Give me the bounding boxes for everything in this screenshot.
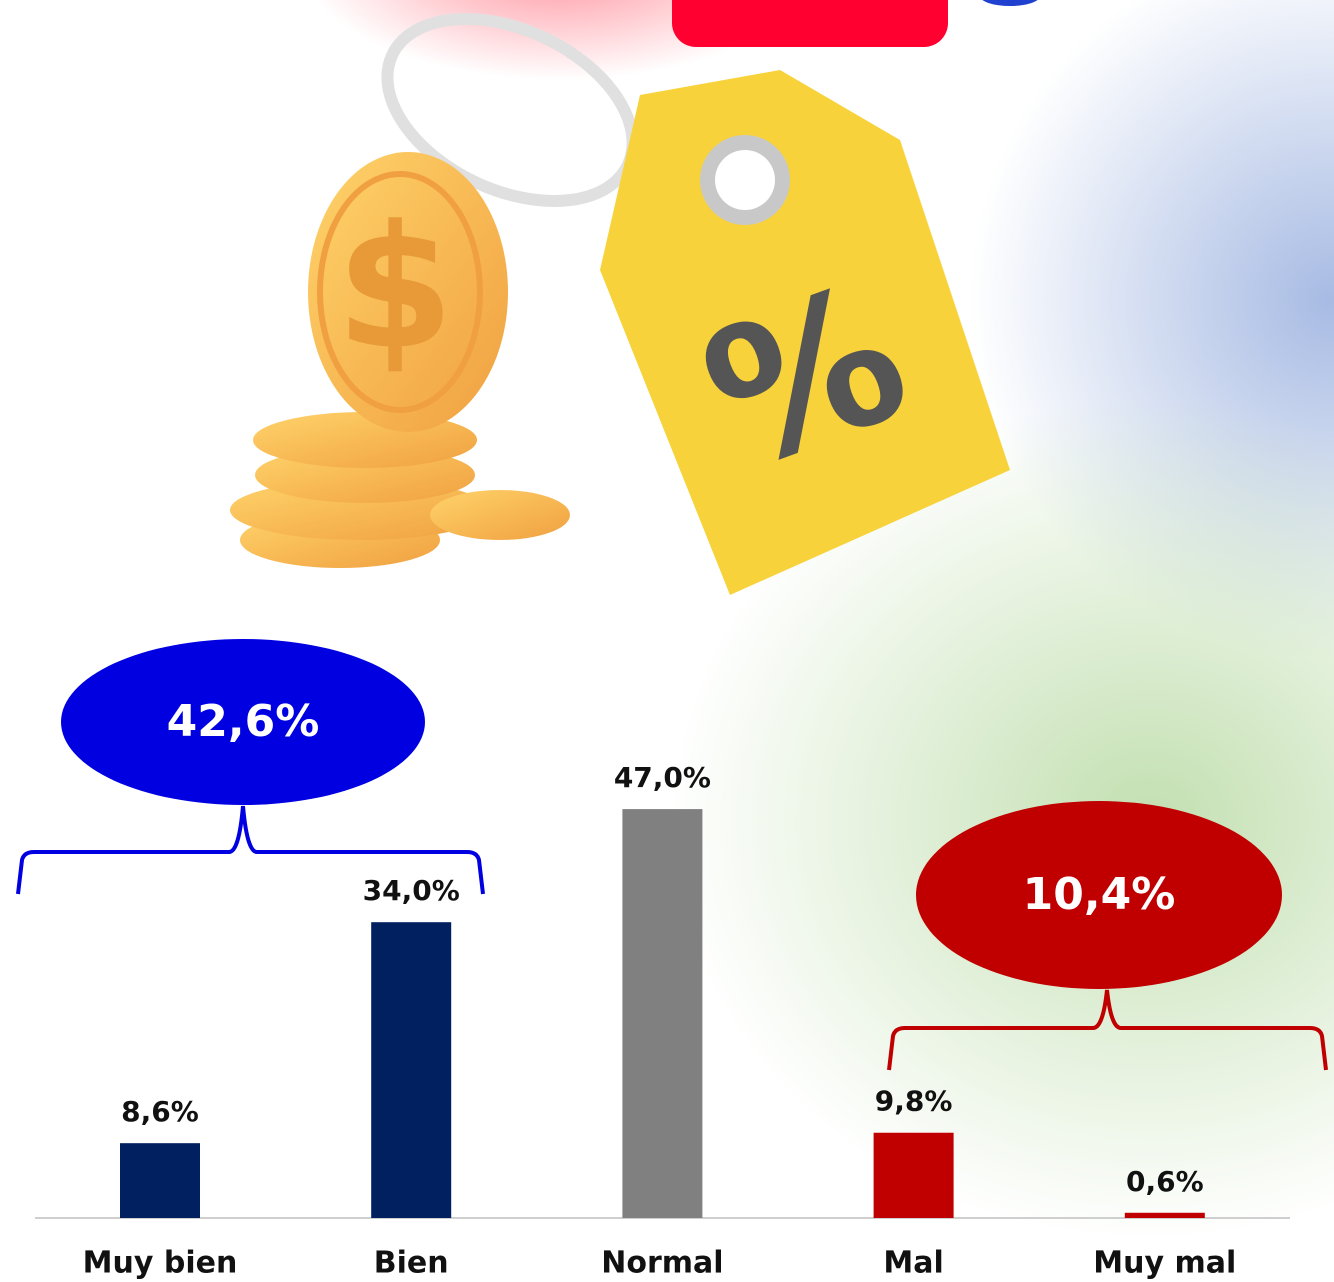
chart: $ % 8,6%Muy bien34,0%Bien47,0%Normal9,8%… bbox=[0, 0, 1334, 1282]
x-tick-label: Muy bien bbox=[83, 1246, 238, 1281]
x-tick-label: Bien bbox=[374, 1246, 449, 1281]
value-label: 0,6% bbox=[1126, 1165, 1204, 1198]
header-tab bbox=[672, 0, 948, 47]
bar bbox=[622, 809, 702, 1218]
value-label: 9,8% bbox=[875, 1085, 953, 1118]
svg-text:$: $ bbox=[336, 189, 454, 387]
bar bbox=[874, 1133, 954, 1218]
page: {"chart_data": {"type": "bar", "categori… bbox=[0, 0, 1334, 1282]
x-tick-label: Normal bbox=[601, 1246, 723, 1281]
bar bbox=[120, 1143, 200, 1218]
x-tick-label: Muy mal bbox=[1093, 1246, 1236, 1281]
group-total: 42,6% bbox=[167, 696, 320, 747]
bar bbox=[1125, 1213, 1205, 1218]
group-total: 10,4% bbox=[1023, 869, 1176, 920]
value-label: 8,6% bbox=[121, 1095, 199, 1128]
x-tick-label: Mal bbox=[883, 1246, 943, 1281]
value-label: 34,0% bbox=[363, 874, 460, 907]
value-label: 47,0% bbox=[614, 761, 711, 794]
bar bbox=[371, 922, 451, 1218]
